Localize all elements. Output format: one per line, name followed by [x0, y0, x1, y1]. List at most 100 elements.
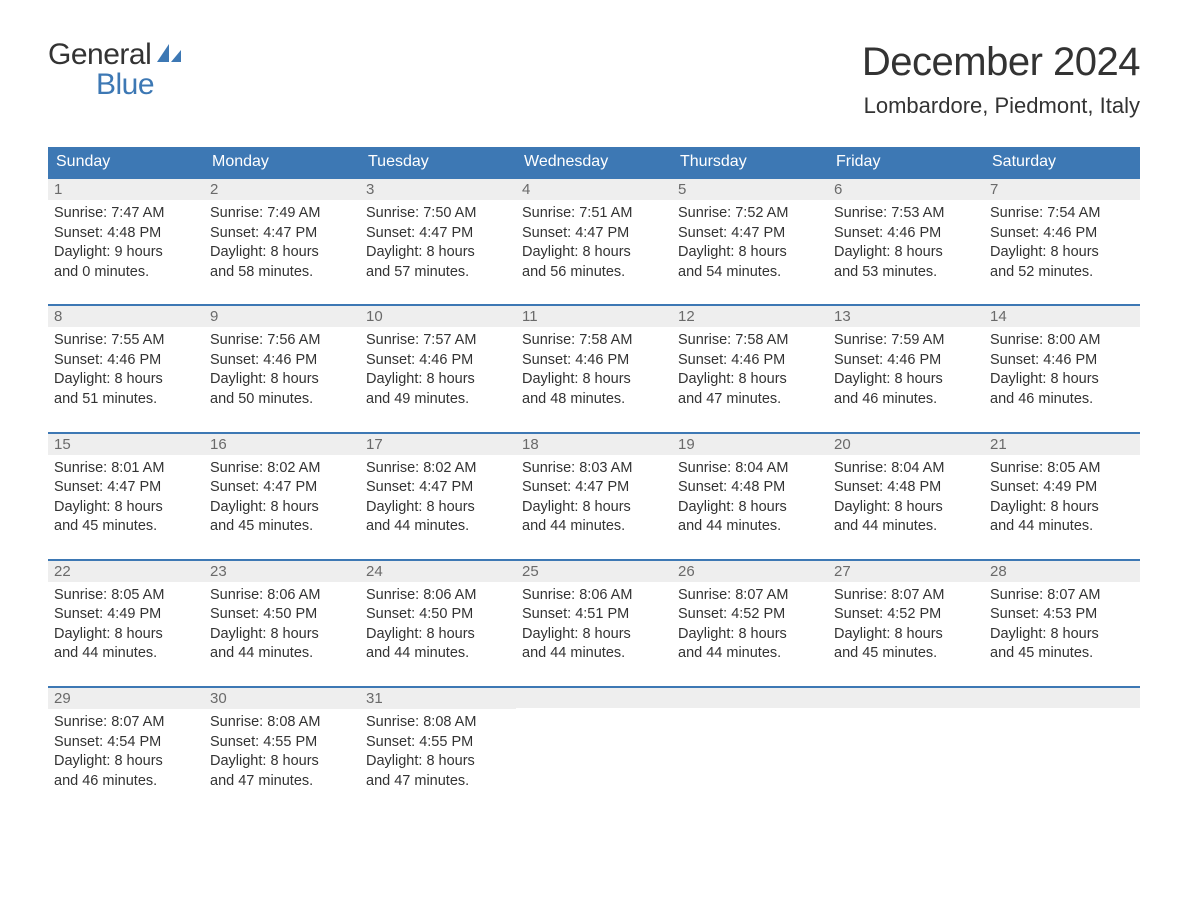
daylight-line1: Daylight: 8 hours: [210, 498, 354, 518]
day-details: Sunrise: 8:03 AMSunset: 4:47 PMDaylight:…: [516, 455, 672, 537]
sunrise-line: Sunrise: 8:00 AM: [990, 331, 1134, 351]
daylight-line1: Daylight: 8 hours: [522, 498, 666, 518]
day-details: Sunrise: 7:52 AMSunset: 4:47 PMDaylight:…: [672, 200, 828, 282]
daylight-line1: Daylight: 8 hours: [522, 370, 666, 390]
day-number: 27: [828, 559, 984, 582]
sunset-line: Sunset: 4:46 PM: [990, 351, 1134, 371]
day-details: Sunrise: 7:58 AMSunset: 4:46 PMDaylight:…: [516, 327, 672, 409]
sunset-line: Sunset: 4:46 PM: [54, 351, 198, 371]
calendar-day-cell: [828, 686, 984, 813]
daylight-line1: Daylight: 8 hours: [678, 625, 822, 645]
day-details: Sunrise: 7:51 AMSunset: 4:47 PMDaylight:…: [516, 200, 672, 282]
sunrise-line: Sunrise: 8:08 AM: [210, 713, 354, 733]
day-details: Sunrise: 7:49 AMSunset: 4:47 PMDaylight:…: [204, 200, 360, 282]
daylight-line1: Daylight: 8 hours: [522, 625, 666, 645]
day-number: 7: [984, 177, 1140, 200]
day-number: 12: [672, 304, 828, 327]
sunset-line: Sunset: 4:50 PM: [210, 605, 354, 625]
day-details: Sunrise: 7:56 AMSunset: 4:46 PMDaylight:…: [204, 327, 360, 409]
calendar-day-cell: 29Sunrise: 8:07 AMSunset: 4:54 PMDayligh…: [48, 686, 204, 813]
calendar-day-cell: 13Sunrise: 7:59 AMSunset: 4:46 PMDayligh…: [828, 304, 984, 431]
day-number: 5: [672, 177, 828, 200]
sunrise-line: Sunrise: 8:02 AM: [210, 459, 354, 479]
daylight-line2: and 57 minutes.: [366, 263, 510, 283]
calendar-day-cell: 3Sunrise: 7:50 AMSunset: 4:47 PMDaylight…: [360, 177, 516, 304]
sunrise-line: Sunrise: 8:01 AM: [54, 459, 198, 479]
day-details: Sunrise: 8:05 AMSunset: 4:49 PMDaylight:…: [984, 455, 1140, 537]
daylight-line2: and 45 minutes.: [990, 644, 1134, 664]
calendar-day-cell: 11Sunrise: 7:58 AMSunset: 4:46 PMDayligh…: [516, 304, 672, 431]
day-number: 16: [204, 432, 360, 455]
day-number: 28: [984, 559, 1140, 582]
logo-text-general: General: [48, 40, 151, 70]
day-details: Sunrise: 8:00 AMSunset: 4:46 PMDaylight:…: [984, 327, 1140, 409]
sunrise-line: Sunrise: 7:52 AM: [678, 204, 822, 224]
daylight-line1: Daylight: 9 hours: [54, 243, 198, 263]
daylight-line1: Daylight: 8 hours: [522, 243, 666, 263]
sunset-line: Sunset: 4:47 PM: [210, 478, 354, 498]
calendar-day-cell: 24Sunrise: 8:06 AMSunset: 4:50 PMDayligh…: [360, 559, 516, 686]
sunset-line: Sunset: 4:52 PM: [834, 605, 978, 625]
daylight-line1: Daylight: 8 hours: [54, 498, 198, 518]
calendar-week-row: 15Sunrise: 8:01 AMSunset: 4:47 PMDayligh…: [48, 432, 1140, 559]
day-number: 14: [984, 304, 1140, 327]
daylight-line2: and 47 minutes.: [210, 772, 354, 792]
daylight-line1: Daylight: 8 hours: [834, 625, 978, 645]
daylight-line2: and 54 minutes.: [678, 263, 822, 283]
daylight-line2: and 44 minutes.: [366, 517, 510, 537]
sunrise-line: Sunrise: 8:07 AM: [678, 586, 822, 606]
calendar-day-cell: 26Sunrise: 8:07 AMSunset: 4:52 PMDayligh…: [672, 559, 828, 686]
daylight-line1: Daylight: 8 hours: [366, 752, 510, 772]
day-number: 4: [516, 177, 672, 200]
month-title: December 2024: [862, 40, 1140, 85]
sunset-line: Sunset: 4:49 PM: [990, 478, 1134, 498]
empty-day-header: [984, 686, 1140, 708]
daylight-line1: Daylight: 8 hours: [678, 243, 822, 263]
calendar-day-cell: 15Sunrise: 8:01 AMSunset: 4:47 PMDayligh…: [48, 432, 204, 559]
sunrise-line: Sunrise: 8:05 AM: [54, 586, 198, 606]
sunrise-line: Sunrise: 7:57 AM: [366, 331, 510, 351]
daylight-line1: Daylight: 8 hours: [210, 370, 354, 390]
calendar-day-cell: 1Sunrise: 7:47 AMSunset: 4:48 PMDaylight…: [48, 177, 204, 304]
day-number: 15: [48, 432, 204, 455]
sunset-line: Sunset: 4:47 PM: [522, 478, 666, 498]
daylight-line2: and 46 minutes.: [990, 390, 1134, 410]
daylight-line2: and 0 minutes.: [54, 263, 198, 283]
daylight-line2: and 48 minutes.: [522, 390, 666, 410]
day-number: 31: [360, 686, 516, 709]
daylight-line2: and 44 minutes.: [522, 517, 666, 537]
calendar-day-cell: 12Sunrise: 7:58 AMSunset: 4:46 PMDayligh…: [672, 304, 828, 431]
calendar-day-cell: 9Sunrise: 7:56 AMSunset: 4:46 PMDaylight…: [204, 304, 360, 431]
daylight-line2: and 44 minutes.: [366, 644, 510, 664]
calendar-day-cell: [984, 686, 1140, 813]
day-header: Wednesday: [516, 147, 672, 177]
sunrise-line: Sunrise: 8:04 AM: [678, 459, 822, 479]
calendar-week-row: 1Sunrise: 7:47 AMSunset: 4:48 PMDaylight…: [48, 177, 1140, 304]
daylight-line2: and 44 minutes.: [834, 517, 978, 537]
daylight-line1: Daylight: 8 hours: [678, 498, 822, 518]
sunrise-line: Sunrise: 8:03 AM: [522, 459, 666, 479]
daylight-line2: and 46 minutes.: [834, 390, 978, 410]
day-header: Monday: [204, 147, 360, 177]
day-number: 13: [828, 304, 984, 327]
calendar-day-cell: 31Sunrise: 8:08 AMSunset: 4:55 PMDayligh…: [360, 686, 516, 813]
sunset-line: Sunset: 4:46 PM: [990, 224, 1134, 244]
sunset-line: Sunset: 4:51 PM: [522, 605, 666, 625]
calendar-day-cell: 20Sunrise: 8:04 AMSunset: 4:48 PMDayligh…: [828, 432, 984, 559]
sunset-line: Sunset: 4:46 PM: [678, 351, 822, 371]
calendar-day-cell: 30Sunrise: 8:08 AMSunset: 4:55 PMDayligh…: [204, 686, 360, 813]
day-number: 11: [516, 304, 672, 327]
sunrise-line: Sunrise: 8:07 AM: [834, 586, 978, 606]
daylight-line1: Daylight: 8 hours: [990, 243, 1134, 263]
day-details: Sunrise: 8:07 AMSunset: 4:54 PMDaylight:…: [48, 709, 204, 791]
day-number: 23: [204, 559, 360, 582]
calendar-header-row: Sunday Monday Tuesday Wednesday Thursday…: [48, 147, 1140, 177]
day-details: Sunrise: 7:58 AMSunset: 4:46 PMDaylight:…: [672, 327, 828, 409]
daylight-line2: and 44 minutes.: [54, 644, 198, 664]
calendar-day-cell: 22Sunrise: 8:05 AMSunset: 4:49 PMDayligh…: [48, 559, 204, 686]
calendar-week-row: 29Sunrise: 8:07 AMSunset: 4:54 PMDayligh…: [48, 686, 1140, 813]
empty-day-header: [672, 686, 828, 708]
sunrise-line: Sunrise: 8:04 AM: [834, 459, 978, 479]
calendar-day-cell: 2Sunrise: 7:49 AMSunset: 4:47 PMDaylight…: [204, 177, 360, 304]
daylight-line1: Daylight: 8 hours: [210, 752, 354, 772]
